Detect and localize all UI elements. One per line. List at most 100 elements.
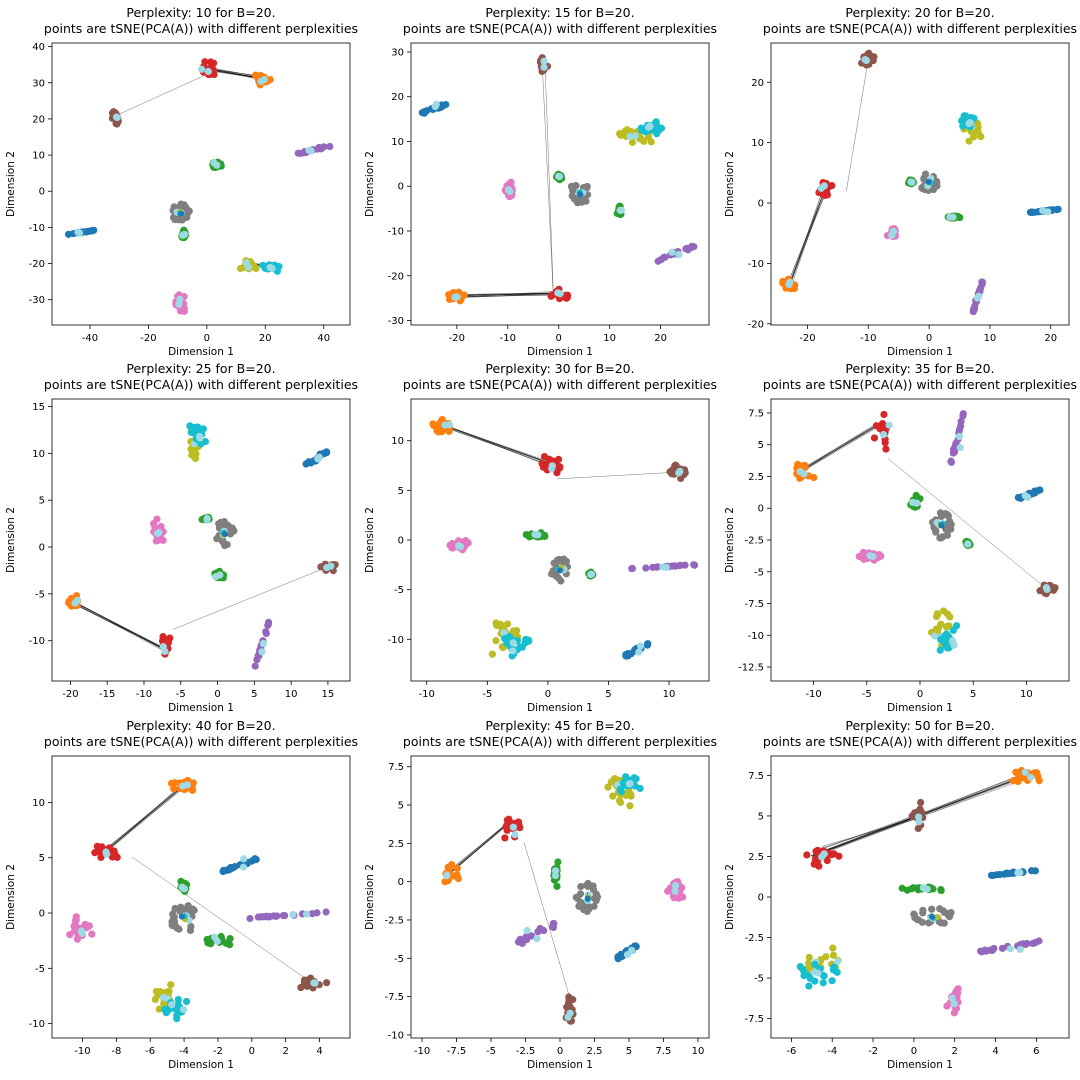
- data-point-red: [878, 419, 887, 428]
- data-point-highlight: [244, 263, 252, 271]
- x-tick-label: 15: [322, 689, 335, 700]
- x-tick-label: 10: [285, 689, 298, 700]
- data-point-brown: [914, 824, 922, 833]
- x-tick-label: -10: [419, 689, 435, 700]
- data-point-olive: [492, 637, 500, 645]
- data-point-red: [811, 855, 820, 864]
- data-point-olive: [933, 610, 941, 618]
- subplot-title-line: points are tSNE(PCA(A)) with different p…: [44, 21, 358, 36]
- data-point-highlight: [965, 119, 973, 128]
- x-tick-label: -5: [482, 689, 492, 700]
- data-point-olive: [623, 126, 631, 134]
- data-point-olive: [822, 953, 830, 961]
- subplot-4: Perplexity: 25 for B=20.points are tSNE(…: [5, 361, 358, 714]
- data-point-cyan: [828, 977, 836, 985]
- data-point-red: [880, 410, 888, 419]
- y-tick-label: 5: [398, 801, 404, 812]
- data-point-purple: [272, 912, 280, 920]
- y-tick-label: 7.5: [748, 408, 764, 419]
- data-point-pink: [950, 1009, 958, 1017]
- x-tick-label: 20: [259, 333, 272, 344]
- y-tick-label: 10: [32, 151, 45, 162]
- x-axis-label: Dimension 1: [168, 702, 234, 714]
- y-tick-label: -7.5: [744, 1014, 764, 1025]
- data-point-green: [226, 935, 234, 943]
- data-point-purple: [688, 242, 696, 250]
- data-point-purple: [1023, 939, 1031, 948]
- y-axis-label: Dimension 2: [724, 864, 736, 930]
- plot-area: [418, 54, 698, 305]
- y-tick-label: 40: [32, 42, 45, 53]
- data-point-red: [163, 637, 171, 645]
- data-point-green: [177, 877, 185, 886]
- data-point-highlight: [548, 462, 556, 470]
- data-point-cyan: [162, 1009, 170, 1017]
- data-point-gray: [585, 905, 593, 913]
- data-point-highlight: [179, 1005, 188, 1014]
- data-point-purple: [516, 935, 524, 943]
- data-point-olive: [154, 991, 162, 999]
- data-point-highlight: [511, 831, 519, 839]
- y-tick-label: -7.5: [744, 599, 764, 610]
- edge-line: [544, 63, 554, 288]
- x-tick-label: 0: [556, 333, 562, 344]
- data-point-olive: [829, 944, 837, 952]
- subplot-1: Perplexity: 10 for B=20.points are tSNE(…: [5, 5, 358, 358]
- x-tick-label: -5: [176, 689, 186, 700]
- x-tick-label: -15: [99, 689, 115, 700]
- y-tick-label: 0: [39, 909, 45, 920]
- data-point-pink: [72, 913, 80, 921]
- data-point-cyan: [630, 774, 638, 782]
- data-point-highlight: [500, 629, 508, 637]
- data-point-red: [501, 834, 509, 842]
- data-point-purple: [653, 563, 662, 571]
- data-point-highlight: [626, 779, 634, 788]
- data-point-cyan: [942, 642, 950, 650]
- data-point-highlight: [257, 77, 265, 86]
- data-point-brown: [113, 120, 121, 128]
- data-point-gray: [925, 919, 933, 927]
- data-point-cyan: [830, 963, 838, 971]
- data-point-highlight: [1044, 208, 1052, 216]
- data-point-orange: [1015, 775, 1023, 783]
- data-point-gray: [552, 560, 560, 569]
- data-point-brown: [869, 56, 877, 65]
- data-point-orange: [429, 420, 437, 428]
- data-point-brown: [672, 462, 680, 470]
- data-point-gray: [221, 521, 229, 529]
- data-point-purple: [969, 308, 977, 316]
- data-point-blue: [1027, 867, 1036, 875]
- data-point-highlight: [310, 979, 318, 987]
- data-point-red: [562, 294, 570, 302]
- data-point-olive: [974, 127, 982, 136]
- x-tick-label: -5: [862, 689, 872, 700]
- data-point-blue: [929, 913, 936, 920]
- data-point-purple: [952, 439, 960, 447]
- data-point-brown: [681, 469, 689, 477]
- data-point-highlight: [506, 187, 514, 196]
- data-point-olive: [503, 620, 512, 628]
- subplot-title-line: Perplexity: 25 for B=20.: [126, 361, 275, 376]
- data-point-highlight: [555, 173, 564, 181]
- data-point-pink: [507, 178, 515, 186]
- data-point-orange: [453, 864, 461, 873]
- data-point-highlight: [178, 883, 186, 891]
- y-tick-label: 0: [758, 504, 764, 515]
- data-point-pink: [952, 987, 960, 995]
- data-point-gray: [177, 200, 185, 208]
- subplot-6: Perplexity: 35 for B=20.points are tSNE(…: [724, 361, 1077, 714]
- data-point-cyan: [173, 1015, 181, 1023]
- y-tick-label: -20: [748, 319, 764, 330]
- data-point-pink: [678, 883, 686, 892]
- data-point-highlight: [216, 571, 224, 579]
- edge-line: [172, 566, 328, 630]
- subplot-title-line: Perplexity: 15 for B=20.: [485, 5, 634, 20]
- x-tick-label: -20: [449, 333, 465, 344]
- data-point-cyan: [806, 974, 814, 982]
- data-point-highlight: [950, 641, 958, 649]
- data-point-highlight: [1016, 868, 1024, 877]
- data-point-olive: [167, 981, 175, 989]
- data-point-cyan: [819, 979, 827, 987]
- data-point-red: [545, 455, 553, 463]
- x-axis-label: Dimension 1: [887, 1059, 953, 1071]
